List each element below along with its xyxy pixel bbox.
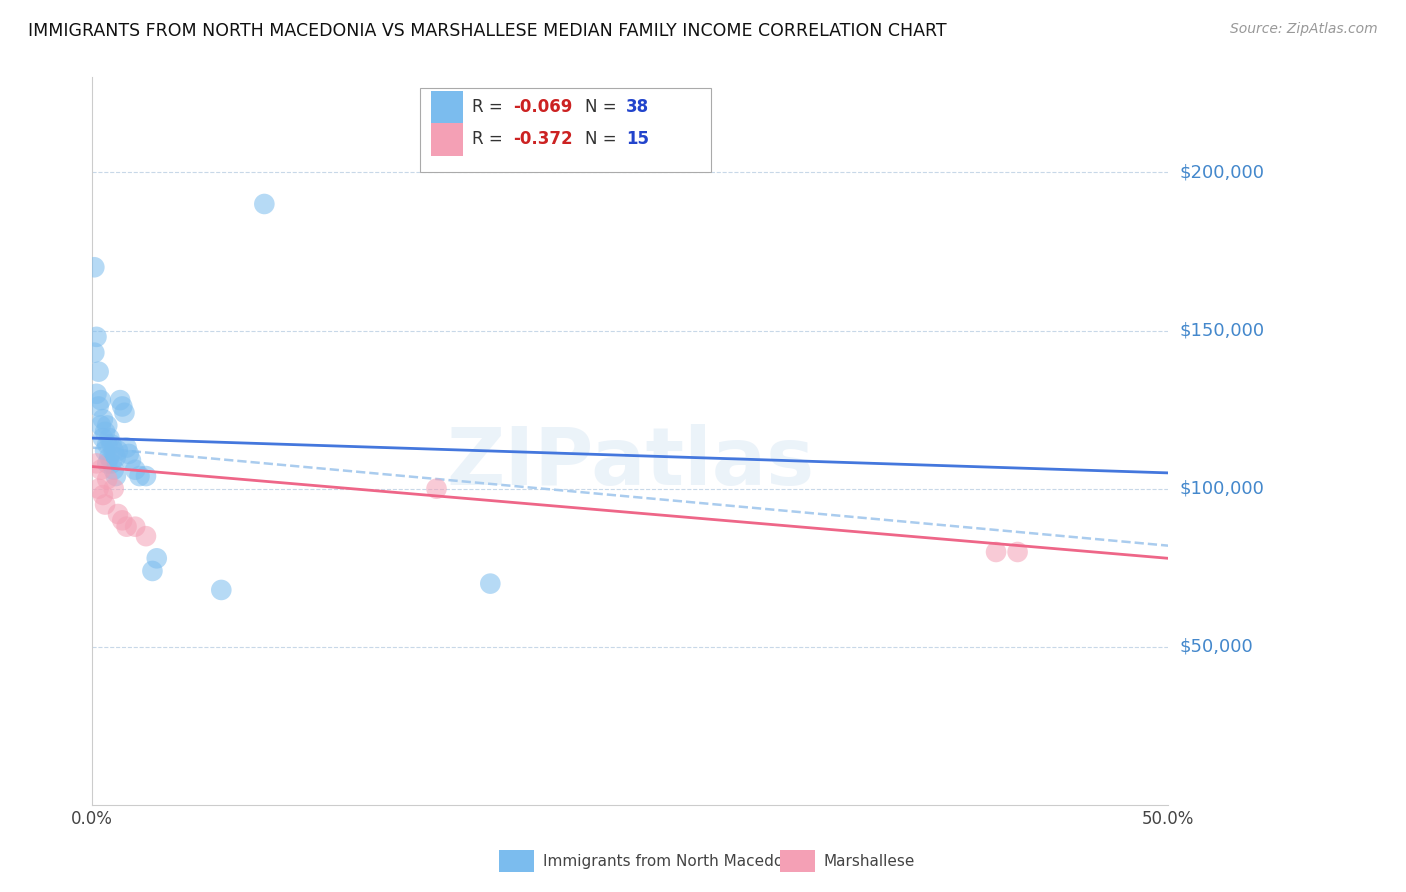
Point: [91, 431, 114, 445]
Point: [124, 519, 146, 533]
Point: [1007, 545, 1029, 559]
Point: [96, 437, 118, 451]
Point: [115, 519, 138, 533]
Point: [253, 197, 276, 211]
Point: [94, 425, 117, 439]
Point: [425, 482, 447, 496]
Point: [145, 551, 167, 566]
Point: [100, 457, 122, 471]
Text: Immigrants from North Macedonia: Immigrants from North Macedonia: [543, 855, 806, 869]
Text: ZIPatlas: ZIPatlas: [446, 424, 814, 502]
Point: [479, 576, 502, 591]
FancyBboxPatch shape: [420, 88, 711, 172]
Text: $150,000: $150,000: [1180, 321, 1264, 340]
Point: [83, 345, 105, 359]
Point: [104, 450, 127, 464]
Point: [124, 463, 146, 477]
Point: [96, 457, 118, 471]
Point: [111, 400, 134, 414]
Text: N =: N =: [585, 97, 621, 116]
Point: [87, 482, 110, 496]
Point: [87, 400, 110, 414]
Bar: [432, 90, 464, 123]
Bar: [432, 123, 464, 156]
Point: [94, 498, 117, 512]
Point: [114, 406, 136, 420]
Point: [90, 463, 112, 477]
Point: [135, 529, 157, 543]
Point: [103, 443, 125, 458]
Point: [120, 453, 142, 467]
Point: [107, 443, 129, 458]
Point: [94, 443, 117, 458]
Point: [90, 393, 112, 408]
Point: [128, 469, 150, 483]
Point: [108, 393, 131, 408]
Point: [103, 463, 125, 477]
Point: [90, 418, 112, 433]
Text: $100,000: $100,000: [1180, 480, 1264, 498]
Text: -0.069: -0.069: [513, 97, 572, 116]
Point: [87, 365, 110, 379]
Point: [86, 386, 108, 401]
Text: -0.372: -0.372: [513, 130, 572, 148]
Point: [98, 450, 121, 464]
Text: 15: 15: [626, 130, 650, 148]
Point: [91, 412, 114, 426]
Point: [96, 418, 118, 433]
Text: R =: R =: [472, 97, 508, 116]
Text: IMMIGRANTS FROM NORTH MACEDONIA VS MARSHALLESE MEDIAN FAMILY INCOME CORRELATION : IMMIGRANTS FROM NORTH MACEDONIA VS MARSH…: [28, 22, 946, 40]
Point: [115, 441, 138, 455]
Point: [100, 437, 122, 451]
Point: [111, 513, 134, 527]
Text: 38: 38: [626, 97, 650, 116]
Point: [83, 260, 105, 275]
Point: [107, 507, 129, 521]
Text: N =: N =: [585, 130, 621, 148]
Point: [104, 469, 127, 483]
Point: [91, 488, 114, 502]
Text: $200,000: $200,000: [1180, 163, 1264, 181]
Point: [98, 431, 121, 445]
Text: Source: ZipAtlas.com: Source: ZipAtlas.com: [1230, 22, 1378, 37]
Text: Marshallese: Marshallese: [824, 855, 915, 869]
Point: [86, 330, 108, 344]
Point: [103, 482, 125, 496]
Point: [984, 545, 1007, 559]
Text: $50,000: $50,000: [1180, 638, 1253, 656]
Text: R =: R =: [472, 130, 508, 148]
Point: [209, 582, 232, 597]
Point: [118, 447, 141, 461]
Point: [135, 469, 157, 483]
Point: [96, 472, 118, 486]
Point: [86, 457, 108, 471]
Point: [141, 564, 163, 578]
